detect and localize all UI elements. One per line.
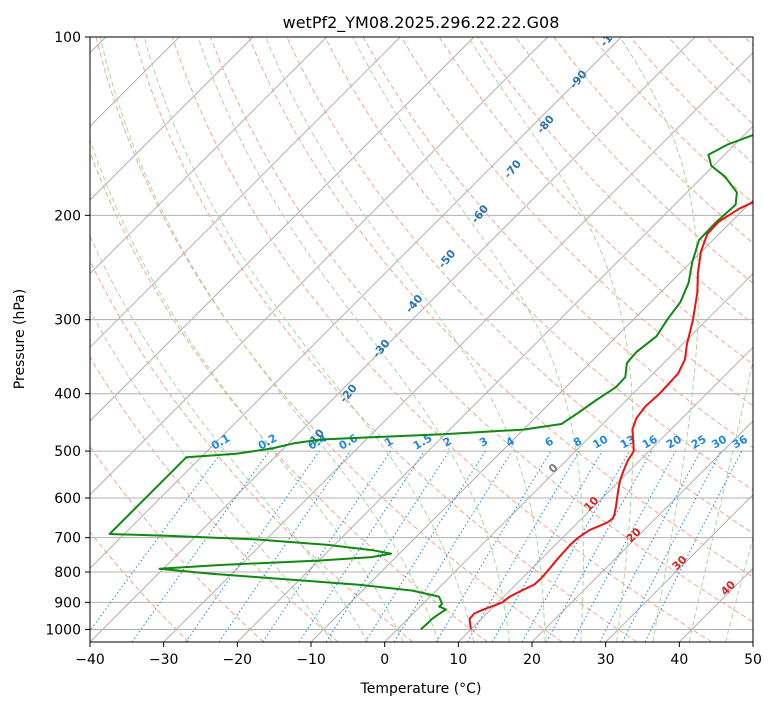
x-tick-label: 0 [380, 652, 389, 668]
mixing-ratio-line [325, 450, 450, 642]
isotherm-line [90, 37, 254, 201]
x-axis-label: Temperature (°C) [360, 681, 482, 697]
y-tick-label: 800 [54, 565, 81, 581]
isotherm-line [90, 37, 622, 570]
dry-adiabat-line [324, 37, 753, 491]
y-tick-label: 500 [54, 444, 81, 460]
isotherms [90, 37, 753, 642]
moist-adiabat-line [265, 37, 546, 642]
mixing-ratio-line [521, 450, 630, 642]
moist-adiabat-line [90, 138, 404, 642]
mixing-ratio-line [545, 450, 653, 642]
mixing-ratio-line [218, 450, 351, 642]
mixing-ratio-lines [90, 450, 743, 642]
dewpoint-profile [108, 134, 753, 631]
x-tick-label: 40 [670, 652, 688, 668]
dry-adiabat-line [90, 259, 414, 642]
moist-adiabat-line [197, 37, 510, 642]
y-tick-label: 900 [54, 595, 81, 611]
dry-adiabat-line [90, 150, 488, 642]
isotherm-line [163, 51, 753, 642]
moist-adiabat-line [143, 37, 475, 642]
moist-adiabat-line [352, 37, 584, 642]
y-tick-label: 700 [54, 531, 81, 547]
x-tick-label: −20 [223, 652, 253, 668]
mixing-ratio-line [393, 450, 513, 642]
isotherm-line [457, 346, 753, 642]
dry-adiabat-line [171, 37, 712, 642]
moist-adiabat-line [90, 234, 369, 642]
x-tick-label: 20 [523, 652, 541, 668]
moist-adiabat-line [90, 309, 333, 642]
x-tick-label: 30 [597, 652, 615, 668]
y-axis-label: Pressure (hPa) [12, 289, 28, 389]
mixing-ratio-line [262, 450, 392, 642]
profiles [108, 134, 753, 631]
mixing-ratio-line [298, 450, 425, 642]
isotherm-line [90, 37, 475, 422]
dry-adiabat-line [515, 37, 753, 284]
chart-title: wetPf2_YM08.2025.296.22.22.G08 [283, 13, 560, 33]
dry-adiabat-line [133, 37, 638, 642]
x-axis-ticks: −40 −30 −20 −10 0 10 20 30 40 50 [75, 642, 762, 668]
moist-adiabat-line [725, 536, 753, 642]
isotherm-line [605, 493, 753, 642]
dry-adiabat-line [248, 37, 753, 578]
moist-adiabat-line [688, 358, 753, 642]
isotherm-line [90, 37, 328, 275]
mixing-ratio-line [131, 450, 270, 642]
mixing-ratio-line [644, 450, 743, 642]
isotherm-line [236, 125, 753, 642]
dry-adiabat-line [210, 37, 753, 623]
y-tick-label: 600 [54, 491, 81, 507]
plot-frame [89, 36, 754, 643]
moist-adiabats [90, 37, 753, 642]
y-axis-ticks: 100 200 300 400 500 600 700 800 900 1000 [45, 30, 90, 638]
x-tick-label: −30 [149, 652, 179, 668]
x-tick-label: 10 [449, 652, 467, 668]
isotherm-line [90, 37, 401, 349]
dry-adiabat-line [90, 445, 264, 642]
dry-adiabats [90, 37, 753, 642]
dry-adiabat-line [400, 37, 753, 407]
dry-adiabat-line [90, 531, 190, 642]
y-tick-label: 200 [54, 208, 81, 224]
x-tick-label: −10 [296, 652, 326, 668]
moist-adiabat-line [99, 37, 439, 642]
y-tick-label: 1000 [45, 622, 81, 638]
plot-area: 0.10.20.40.611.52346810131620253036-100-… [90, 37, 753, 642]
dry-adiabat-line [438, 37, 753, 366]
temperature-profile [468, 201, 753, 630]
isotherm-line [531, 420, 753, 642]
dry-adiabat-line [95, 37, 563, 642]
isotherm-line [90, 37, 696, 642]
mixing-ratio-line [572, 450, 677, 642]
y-tick-label: 300 [54, 313, 81, 329]
dry-adiabat-line [90, 356, 339, 642]
mixing-ratio-line [185, 450, 320, 642]
y-tick-label: 100 [54, 30, 81, 46]
isotherm-line [90, 37, 549, 496]
x-tick-label: 50 [744, 652, 762, 668]
y-tick-label: 400 [54, 387, 81, 403]
x-tick-label: −40 [75, 652, 105, 668]
mixing-ratio-line [90, 450, 223, 632]
